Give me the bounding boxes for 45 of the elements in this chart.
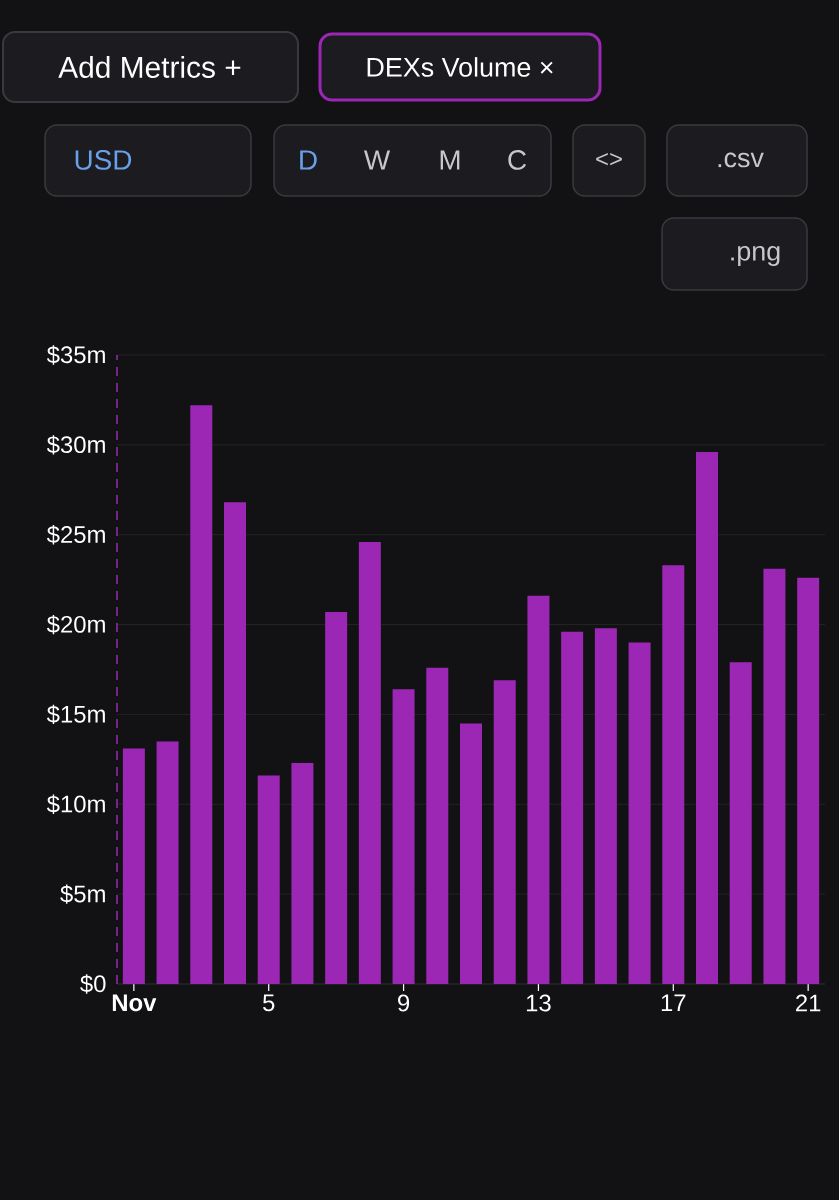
bar: [561, 631, 584, 984]
text: DEXs Volume ×: [367, 57, 553, 77]
bar: [460, 723, 482, 984]
bar: [527, 595, 550, 984]
bar: [392, 689, 415, 984]
text: USD: [75, 150, 132, 170]
text: .png: [731, 245, 780, 267]
bar: [291, 762, 314, 984]
bar: [696, 452, 719, 984]
bar: [224, 502, 246, 984]
y-tick-label: $30m: [46, 435, 105, 455]
y-tick-label: $10m: [46, 794, 105, 814]
bar: [426, 667, 449, 984]
x-tick-label: 21: [796, 994, 821, 1012]
bar: [797, 577, 820, 984]
y-tick-label: $35m: [46, 345, 105, 365]
bar: [190, 405, 213, 984]
x-tick-label: 17: [661, 994, 686, 1011]
text: Add Metrics +: [58, 56, 241, 78]
y-tick-label: $25m: [46, 525, 105, 545]
y-tick-label: $15m: [46, 704, 105, 725]
text: .csv: [718, 152, 764, 168]
text: D: [300, 150, 317, 170]
x-tick-label: 9: [398, 994, 410, 1012]
y-tick-label: $20m: [46, 614, 105, 635]
bar: [662, 565, 685, 984]
bar: [628, 642, 651, 984]
y-tick-label: $0: [80, 974, 106, 994]
text: M: [440, 150, 460, 170]
text: <>: [596, 153, 622, 166]
bar: [594, 628, 617, 984]
bar: [358, 541, 381, 984]
bar: [493, 680, 516, 984]
text: C: [508, 150, 527, 170]
bar: [763, 568, 786, 984]
x-tick-label: 5: [263, 994, 275, 1012]
bar: [325, 611, 348, 984]
bar: [156, 741, 179, 984]
x-tick-label: Nov: [112, 994, 157, 1012]
bar: [257, 775, 280, 984]
bar: [122, 748, 145, 984]
text: W: [363, 150, 391, 170]
y-tick-label: $5m: [60, 884, 105, 904]
bar: [729, 662, 752, 984]
x-tick-label: 13: [526, 994, 551, 1012]
